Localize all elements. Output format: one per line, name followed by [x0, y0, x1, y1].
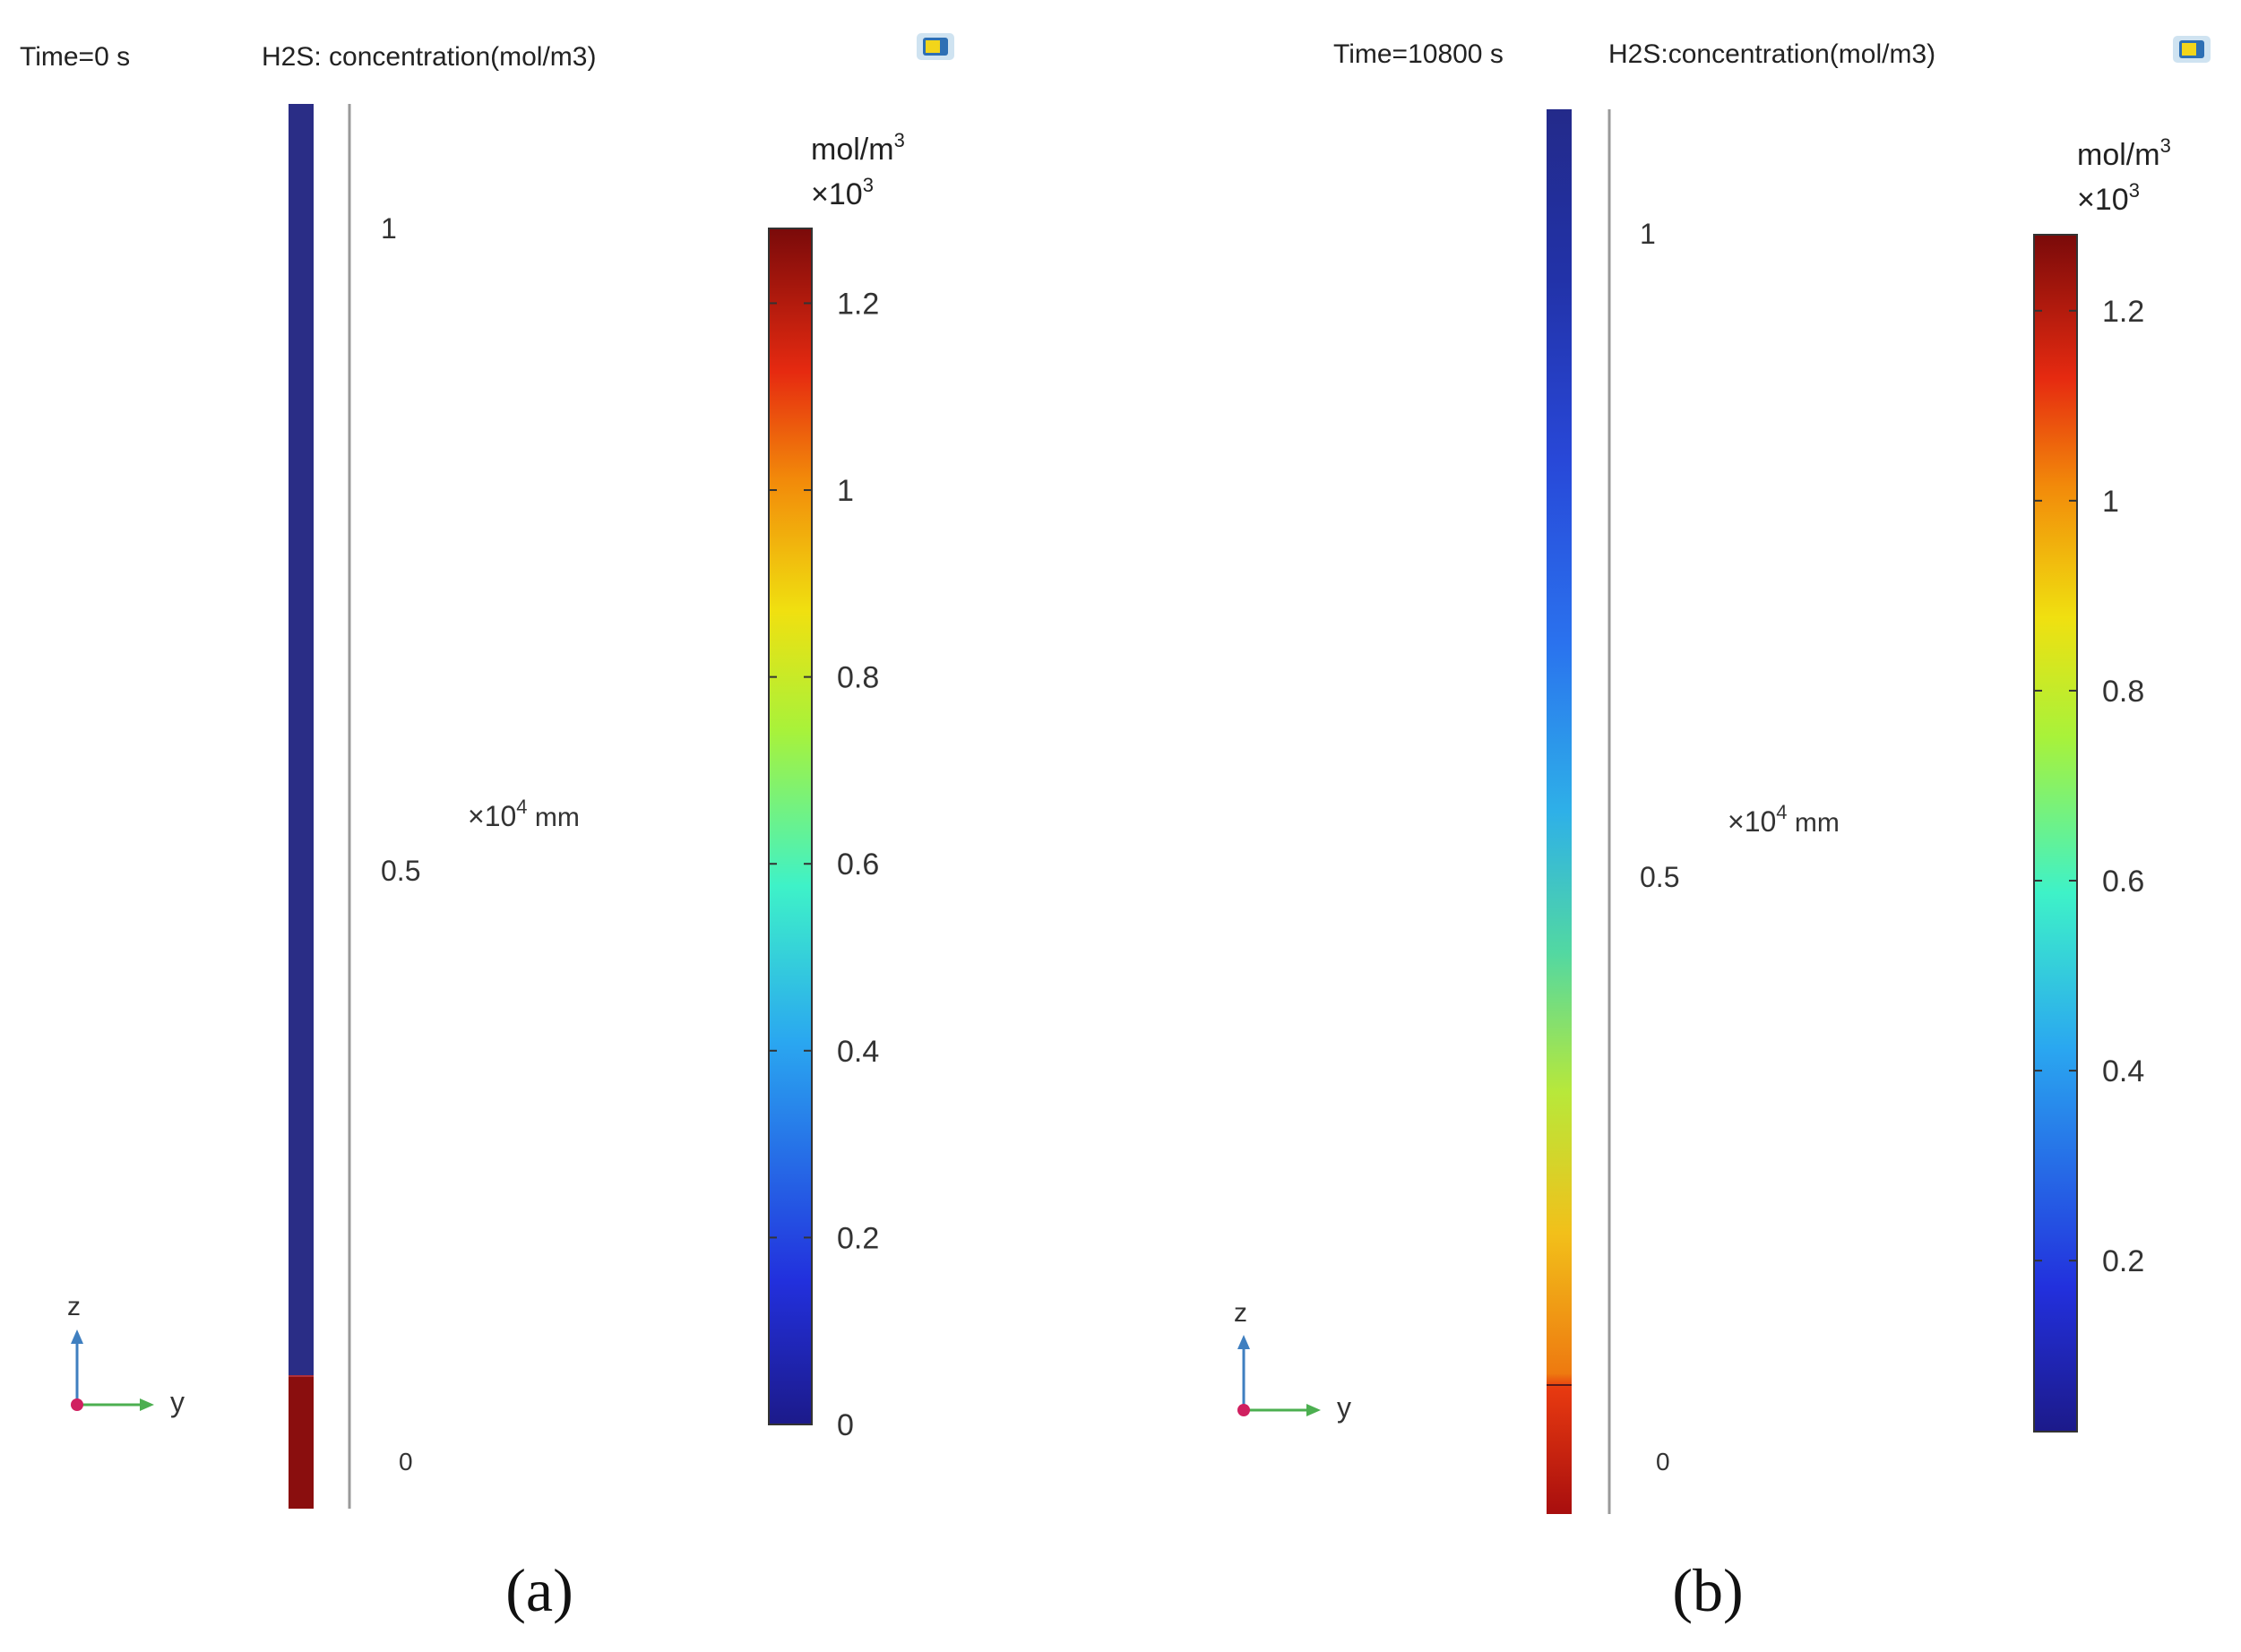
- axis-unit-base: ×10: [1728, 805, 1776, 838]
- colorbar-tick-label: 1.2: [837, 287, 879, 321]
- triad-origin: [71, 1398, 83, 1411]
- time-label: Time=0 s: [20, 42, 130, 72]
- colorbar-ticks: 1.2 1 0.8 0.6 0.4 0.2: [2034, 295, 2144, 1278]
- colorbar-unit-text: mol/m: [2077, 138, 2160, 172]
- time-label: Time=10800 s: [1333, 39, 1504, 69]
- axis-unit-label: ×104 mm: [1728, 801, 1840, 838]
- colorbar-unit-exp: 3: [2160, 134, 2171, 157]
- colorbar-tick-label: 0.8: [2102, 675, 2144, 709]
- panel-label: (a): [505, 1556, 573, 1624]
- colorbar-tick-label: 1.2: [2102, 295, 2144, 329]
- colorbar-unit-text: mol/m: [811, 133, 894, 167]
- window-icon-accent: [926, 40, 940, 53]
- window-icon[interactable]: [917, 33, 954, 60]
- axis-unit-base: ×10: [468, 800, 516, 832]
- triad-y-label: y: [170, 1386, 185, 1418]
- colorbar-unit: mol/m3: [811, 129, 905, 167]
- axis-triad: z y: [1234, 1298, 1351, 1424]
- panel-label: (b): [1672, 1556, 1743, 1624]
- rod-gradient: [1547, 109, 1572, 1514]
- colorbar-ticks: 1.2 1 0.8 0.6 0.4 0.2 0: [769, 287, 879, 1442]
- plot-title: H2S: concentration(mol/m3): [262, 42, 596, 72]
- triad-z-label: z: [1234, 1298, 1247, 1328]
- colorbar-tick-label: 0.4: [2102, 1054, 2144, 1088]
- colorbar-tick-label: 0.8: [837, 661, 879, 695]
- triad-y-arrowhead: [1306, 1404, 1321, 1416]
- axis-tick-label: 0: [1656, 1448, 1670, 1476]
- axis-unit-label: ×104 mm: [468, 796, 580, 832]
- colorbar-tick-label: 0.4: [837, 1035, 879, 1069]
- rod-upper-low: [289, 104, 314, 1376]
- colorbar-multiplier-text: ×10: [811, 177, 863, 211]
- colorbar-tick-label: 0: [837, 1408, 854, 1442]
- colorbar-multiplier-text: ×10: [2077, 183, 2129, 217]
- triad-z-arrowhead: [71, 1329, 83, 1344]
- colorbar-tick-label: 0.6: [2102, 865, 2144, 899]
- panel-a: Time=0 s H2S: concentration(mol/m3) 1 0.…: [20, 33, 954, 1624]
- colorbar-multiplier: ×103: [811, 174, 874, 211]
- axis-unit-exp: 4: [1776, 801, 1787, 823]
- colorbar: [768, 228, 813, 1425]
- axis-unit-suffix: mm: [528, 803, 580, 832]
- triad-z-arrowhead: [1237, 1335, 1250, 1349]
- colorbar-tick-label: 1: [2102, 485, 2119, 519]
- colorbar-tick-label: 1: [837, 474, 854, 508]
- axis-unit-exp: 4: [516, 796, 527, 818]
- colorbar-multiplier-exp: 3: [2129, 179, 2140, 202]
- colorbar: [2033, 234, 2078, 1433]
- axis-unit-suffix: mm: [1788, 808, 1840, 838]
- triad-origin: [1237, 1404, 1250, 1416]
- axis-tick-label: 0: [399, 1448, 413, 1476]
- axis-tick-label: 0.5: [1640, 861, 1679, 893]
- colorbar-tick-label: 0.6: [837, 848, 879, 882]
- triad-z-label: z: [67, 1292, 81, 1321]
- axis-tick-label: 1: [1640, 218, 1656, 250]
- axis-tick-label: 0.5: [381, 855, 420, 887]
- panel-b: Time=10800 s H2S:concentration(mol/m3) 1…: [1234, 36, 2211, 1624]
- colorbar-tick-label: 0.2: [837, 1221, 879, 1255]
- axis-tick-label: 1: [381, 212, 397, 245]
- window-icon-accent: [2182, 43, 2196, 56]
- colorbar-multiplier-exp: 3: [863, 174, 874, 196]
- plot-title: H2S:concentration(mol/m3): [1608, 39, 1935, 69]
- window-icon[interactable]: [2173, 36, 2211, 63]
- colorbar-unit: mol/m3: [2077, 134, 2171, 172]
- colorbar-unit-exp: 3: [894, 129, 905, 151]
- rod-lower-high: [289, 1376, 314, 1509]
- triad-y-label: y: [1337, 1391, 1351, 1424]
- colorbar-multiplier: ×103: [2077, 179, 2140, 217]
- colorbar-tick-label: 0.2: [2102, 1244, 2144, 1278]
- triad-y-arrowhead: [140, 1398, 154, 1411]
- axis-triad: z y: [67, 1292, 185, 1418]
